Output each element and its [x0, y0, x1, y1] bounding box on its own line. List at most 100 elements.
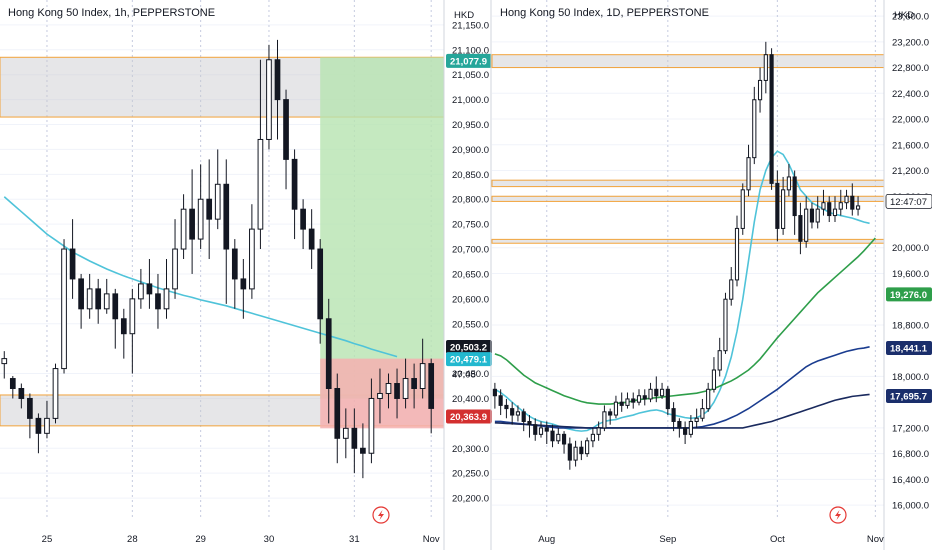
- supply-demand-zone[interactable]: [491, 54, 885, 69]
- y-tick-label: 23,600.0: [892, 12, 929, 23]
- price-label-box: [886, 341, 932, 356]
- x-tick-label: 30: [264, 534, 275, 545]
- left-price-labels: 21,077.9 20,503.220,479.1 20,363.9 47:08: [446, 53, 492, 424]
- candle-body: [677, 420, 682, 429]
- right-zones: [491, 54, 885, 244]
- candle-body: [172, 248, 178, 290]
- right-series: [494, 150, 876, 432]
- candle-body: [214, 183, 221, 220]
- right-chart-title: Hong Kong 50 Index, 1D, PEPPERSTONE: [500, 7, 709, 19]
- candle-body: [700, 408, 705, 419]
- candle-body: [792, 176, 797, 217]
- y-tick-label: 20,200.0: [452, 494, 489, 505]
- price-label-box: [885, 194, 932, 209]
- candle-body: [786, 176, 791, 191]
- price-label-text: 19,276.0: [890, 290, 927, 301]
- right-lightning-icon[interactable]: [829, 506, 847, 524]
- right-chart[interactable]: Hong Kong 50 Index, 1D, PEPPERSTONE 23,6…: [491, 0, 932, 550]
- left-lightning-icon[interactable]: [372, 506, 390, 524]
- candle-body: [804, 208, 809, 242]
- price-label-box: [446, 352, 492, 367]
- y-tick-label: 21,200.0: [892, 166, 929, 177]
- candle-body: [844, 195, 849, 204]
- profit-zone[interactable]: [320, 57, 444, 399]
- price-label-text: 20,503.2: [450, 343, 487, 354]
- candle-body: [86, 288, 93, 310]
- price-label-box: [886, 287, 932, 302]
- supply-demand-zone[interactable]: [491, 179, 885, 188]
- candle-body: [752, 99, 757, 159]
- candle-body: [769, 54, 774, 184]
- candle-body: [103, 293, 110, 310]
- left-currency-label[interactable]: HKD: [454, 10, 474, 21]
- y-tick-label: 16,000.0: [892, 501, 929, 512]
- candle-body: [654, 388, 659, 397]
- y-tick-label: 20,950.0: [452, 120, 489, 131]
- candle-body: [729, 279, 734, 300]
- candle-body: [763, 54, 768, 81]
- candle-body: [533, 424, 538, 435]
- candle-body: [35, 417, 42, 434]
- price-label-text: 20,479.1: [450, 355, 488, 366]
- left-position-tool[interactable]: [320, 57, 444, 429]
- candle-body: [642, 395, 647, 400]
- candle-body: [573, 446, 578, 461]
- candle-body: [419, 363, 426, 390]
- candle-body: [317, 248, 324, 320]
- right-x-axis[interactable]: Aug Sep Oct Nov: [538, 534, 884, 545]
- candle-body: [850, 195, 855, 210]
- price-label-box: [446, 340, 492, 355]
- candle-body: [240, 278, 247, 290]
- candle-body: [334, 388, 341, 439]
- y-tick-label: 17,200.0: [892, 423, 929, 434]
- candle-body: [694, 417, 699, 422]
- x-tick-label: 28: [127, 534, 138, 545]
- y-tick-label: 20,700.0: [452, 245, 489, 256]
- price-label-text: 17,695.7: [890, 392, 927, 403]
- left-x-axis[interactable]: 25 28 29 30 31 Nov: [42, 534, 440, 545]
- candle-body: [274, 59, 281, 101]
- left-chart[interactable]: Hong Kong 50 Index, 1h, PEPPERSTONE 21,1…: [0, 0, 492, 550]
- candle-body: [155, 293, 161, 310]
- right-y-axis[interactable]: 23,600.0 23,200.0 22,800.0 22,400.0 22,000.0…: [892, 12, 929, 512]
- supply-demand-zone[interactable]: [491, 238, 885, 244]
- candle-body: [832, 208, 838, 217]
- candle-body: [561, 433, 567, 445]
- candle-body: [223, 183, 230, 250]
- candle-body: [596, 427, 601, 435]
- candle-body: [385, 383, 392, 394]
- candle-body: [197, 198, 204, 240]
- candle-body: [515, 411, 521, 416]
- candle-body: [711, 369, 717, 390]
- candle-body: [95, 288, 102, 310]
- supply-demand-zone[interactable]: [491, 195, 885, 202]
- candle-body: [257, 138, 264, 230]
- x-tick-label: Nov: [867, 534, 884, 545]
- ma50-line: [494, 237, 876, 405]
- y-tick-label: 21,000.0: [452, 95, 489, 106]
- candle-body: [291, 158, 298, 210]
- y-tick-label: 22,000.0: [892, 115, 929, 126]
- candle-body: [775, 182, 780, 229]
- y-tick-label: 18,800.0: [892, 320, 929, 331]
- y-tick-label: 20,800.0: [452, 195, 489, 206]
- candle-body: [78, 278, 84, 310]
- candle-body: [18, 388, 25, 399]
- right-currency-label[interactable]: HKD: [894, 10, 914, 21]
- left-y-axis[interactable]: 21,150.0 21,100.0 21,050.0 21,000.0 20,950.0…: [452, 20, 489, 504]
- right-candles: [492, 41, 861, 470]
- price-label-text: 18,441.1: [890, 344, 928, 355]
- candle-body: [163, 288, 170, 310]
- candle-body: [821, 202, 826, 210]
- price-label-text: 20,363.9: [450, 412, 487, 423]
- candle-body: [120, 318, 127, 335]
- y-tick-label: 22,400.0: [892, 89, 929, 100]
- candle-body: [619, 401, 624, 406]
- candle-body: [368, 397, 375, 454]
- candle-body: [52, 368, 59, 419]
- candle-body: [631, 398, 636, 403]
- candle-body: [613, 401, 619, 416]
- candle-body: [360, 447, 366, 454]
- y-tick-label: 22,800.0: [892, 63, 929, 74]
